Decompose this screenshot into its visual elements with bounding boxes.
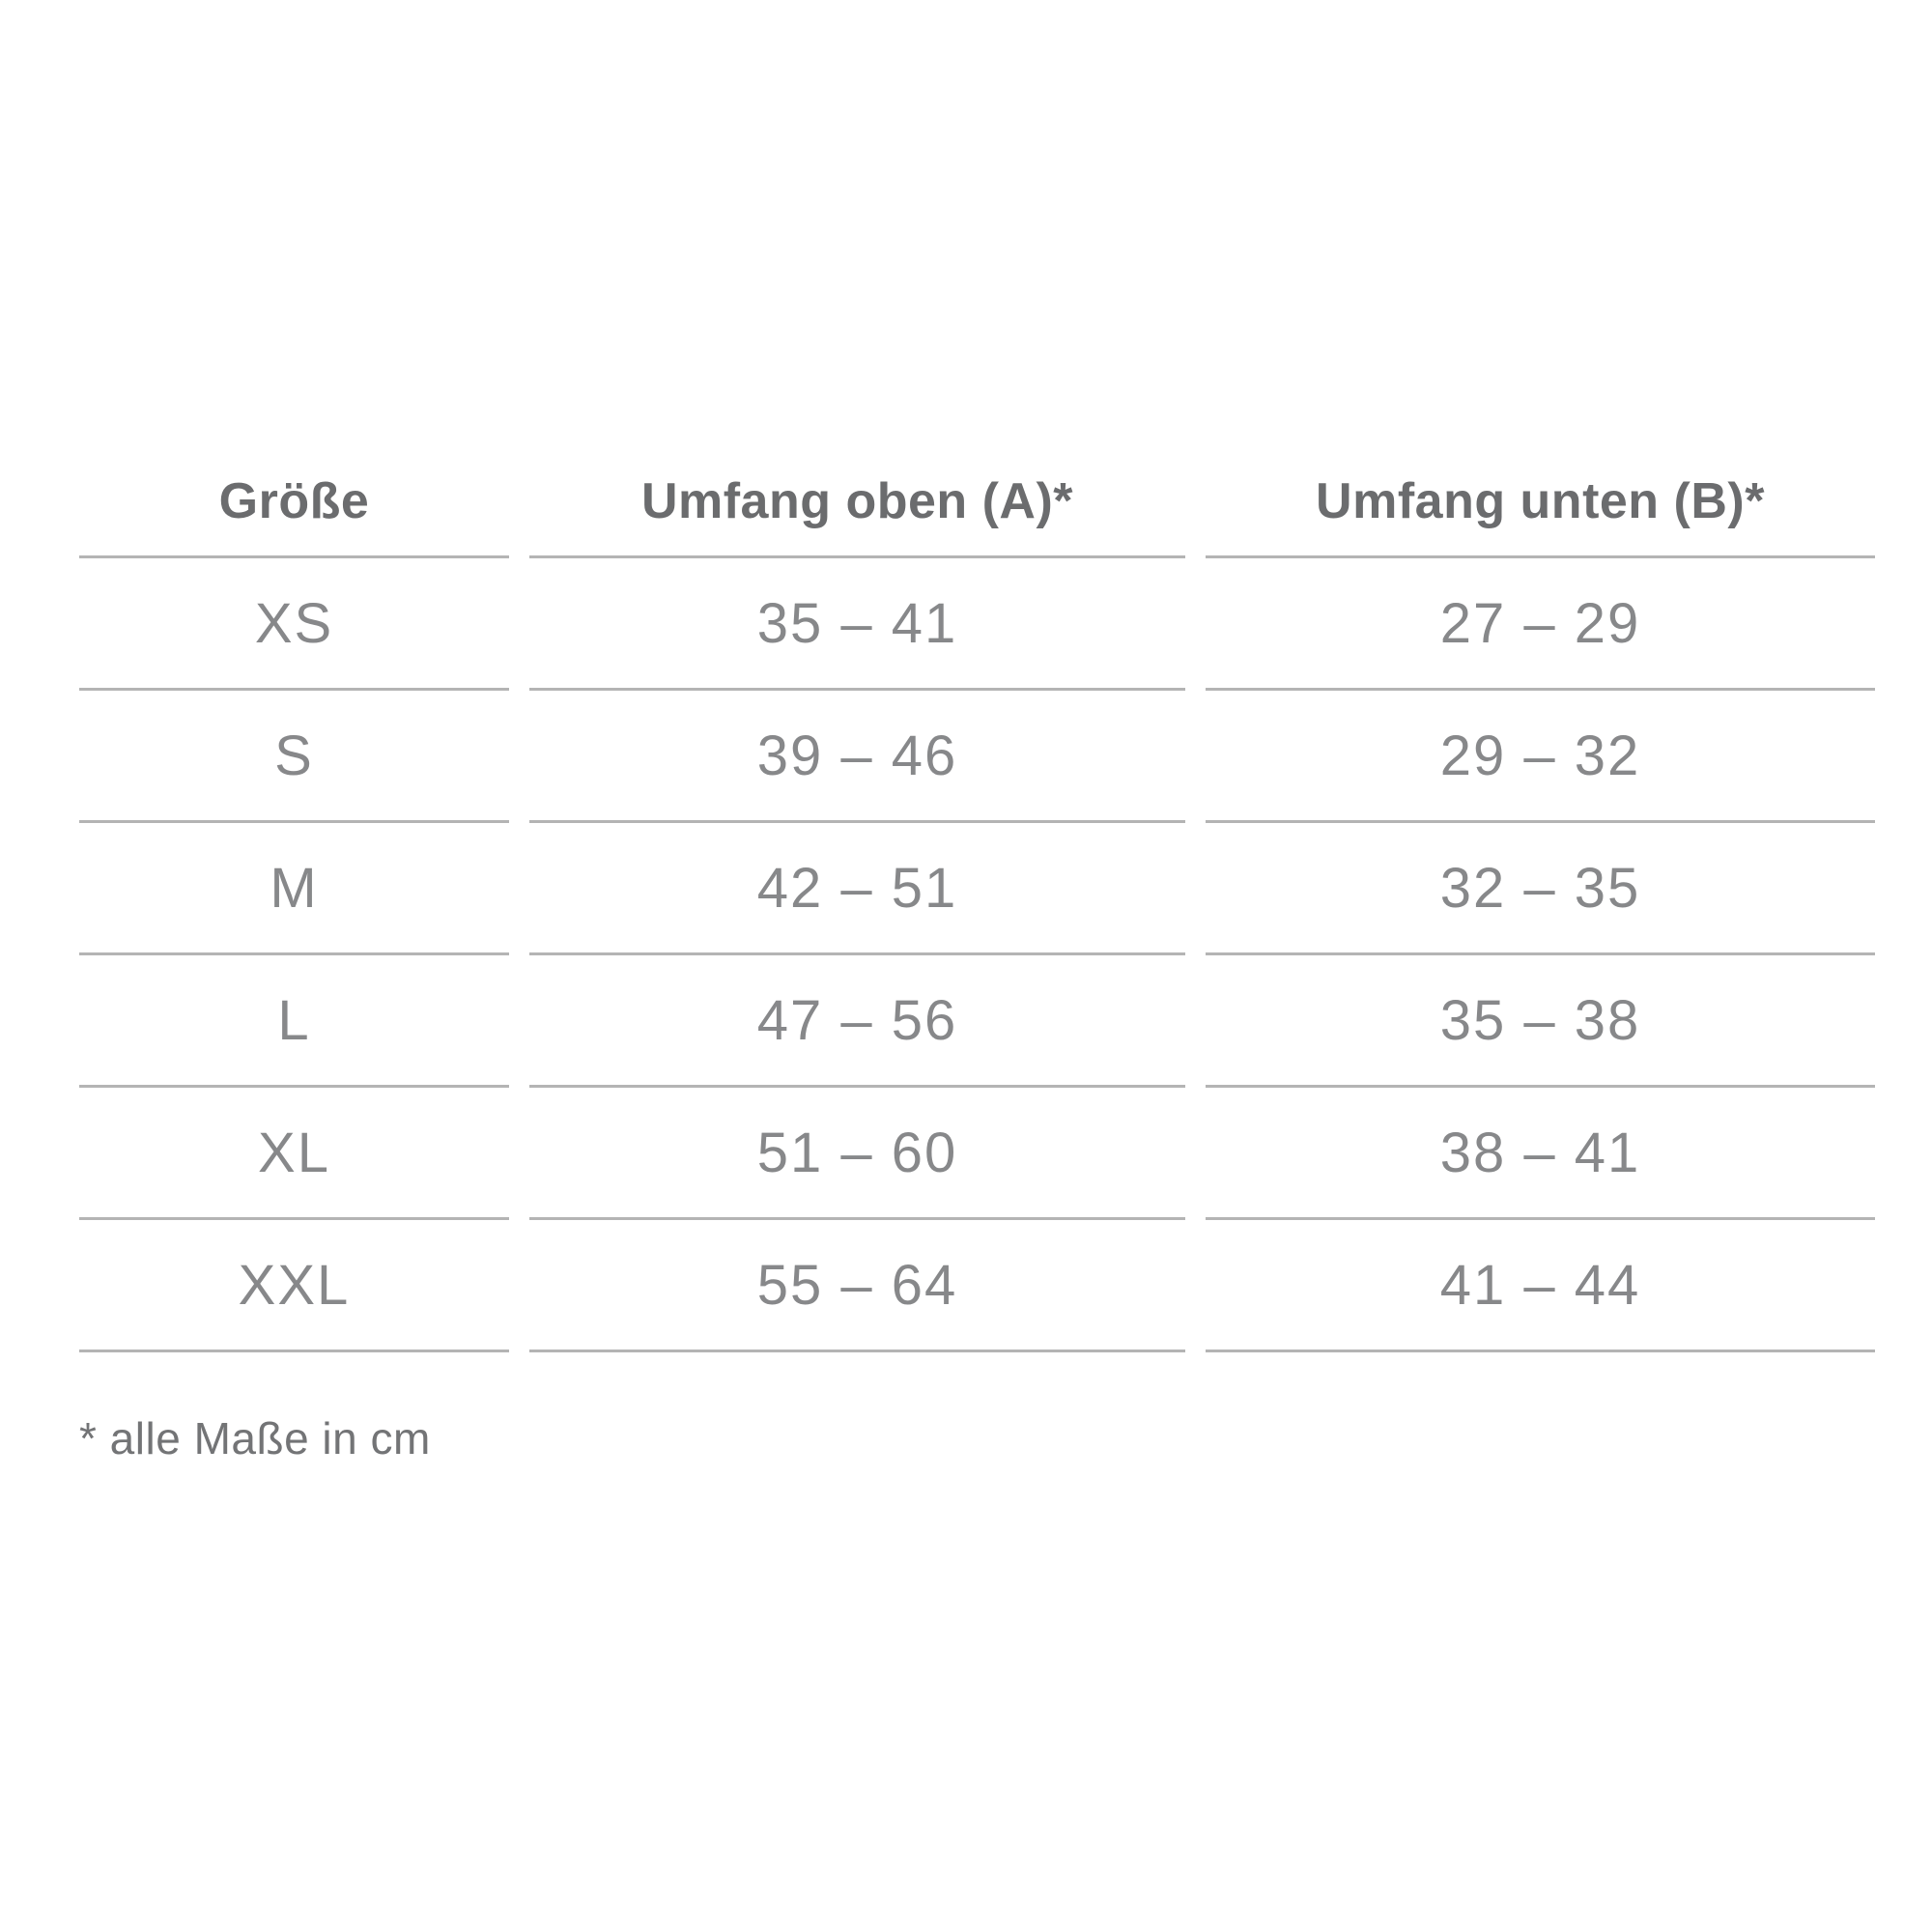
size-cell-s: S — [79, 691, 509, 823]
measurements-footnote: * alle Maße in cm — [79, 1413, 431, 1463]
column-header-umfang-unten: Umfang unten (B)* — [1206, 406, 1875, 558]
size-cell-xl: XL — [79, 1088, 509, 1220]
umfang-oben-cell-s: 39 – 46 — [529, 691, 1185, 823]
umfang-unten-cell-l: 35 – 38 — [1206, 955, 1875, 1088]
umfang-oben-cell-xl: 51 – 60 — [529, 1088, 1185, 1220]
umfang-unten-cell-xxl: 41 – 44 — [1206, 1220, 1875, 1352]
size-table: Größe Umfang oben (A)* Umfang unten (B)*… — [79, 406, 1875, 1352]
umfang-unten-cell-s: 29 – 32 — [1206, 691, 1875, 823]
umfang-oben-cell-xs: 35 – 41 — [529, 558, 1185, 691]
size-cell-xxl: XXL — [79, 1220, 509, 1352]
umfang-oben-cell-m: 42 – 51 — [529, 823, 1185, 955]
size-cell-l: L — [79, 955, 509, 1088]
umfang-oben-cell-xxl: 55 – 64 — [529, 1220, 1185, 1352]
umfang-unten-cell-xs: 27 – 29 — [1206, 558, 1875, 691]
size-cell-xs: XS — [79, 558, 509, 691]
column-header-groesse: Größe — [79, 406, 509, 558]
umfang-oben-cell-l: 47 – 56 — [529, 955, 1185, 1088]
column-header-umfang-oben: Umfang oben (A)* — [529, 406, 1185, 558]
umfang-unten-cell-xl: 38 – 41 — [1206, 1088, 1875, 1220]
umfang-unten-cell-m: 32 – 35 — [1206, 823, 1875, 955]
size-cell-m: M — [79, 823, 509, 955]
